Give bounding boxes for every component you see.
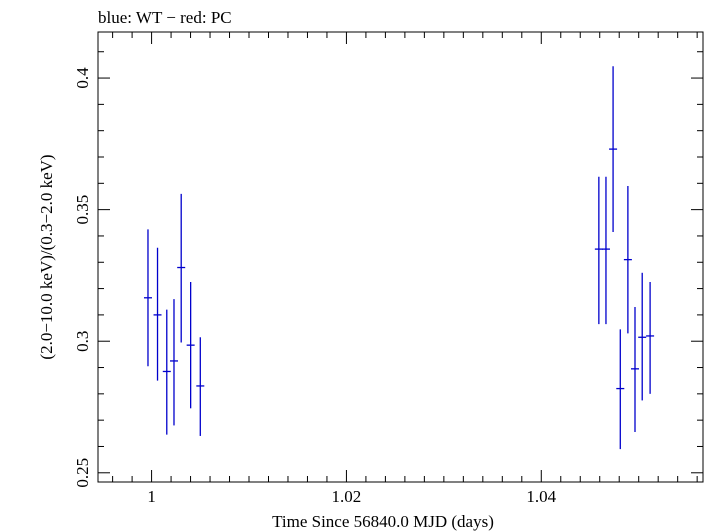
data-series-wt xyxy=(143,66,655,450)
data-point xyxy=(169,299,178,426)
x-axis-label: Time Since 56840.0 MJD (days) xyxy=(272,512,494,531)
data-point xyxy=(609,66,618,232)
y-tick-label: 0.35 xyxy=(73,195,92,225)
data-point xyxy=(594,176,603,325)
y-tick-label: 0.3 xyxy=(73,331,92,352)
data-point xyxy=(162,309,171,435)
x-tick-label: 1.04 xyxy=(526,487,556,506)
data-point xyxy=(153,247,162,381)
data-point xyxy=(630,307,639,432)
x-axis: 1 1.02 1.04 xyxy=(112,32,698,506)
data-point xyxy=(177,193,186,343)
data-point xyxy=(143,229,152,367)
data-point xyxy=(623,185,632,334)
chart-title: blue: WT − red: PC xyxy=(98,8,232,27)
y-tick-label: 0.25 xyxy=(73,458,92,488)
data-point xyxy=(601,176,610,325)
y-axis-label: (2.0−10.0 keV)/(0.3−2.0 keV) xyxy=(37,154,56,359)
data-point xyxy=(616,329,625,450)
x-tick-label: 1 xyxy=(147,487,156,506)
y-tick-label: 0.4 xyxy=(73,67,92,89)
data-point xyxy=(638,272,647,401)
data-point xyxy=(196,337,205,436)
plot-frame xyxy=(97,31,704,483)
data-point xyxy=(646,282,655,394)
y-axis: 0.25 0.3 0.35 0.4 xyxy=(73,51,703,488)
x-tick-label: 1.02 xyxy=(332,487,362,506)
data-point xyxy=(186,282,195,409)
